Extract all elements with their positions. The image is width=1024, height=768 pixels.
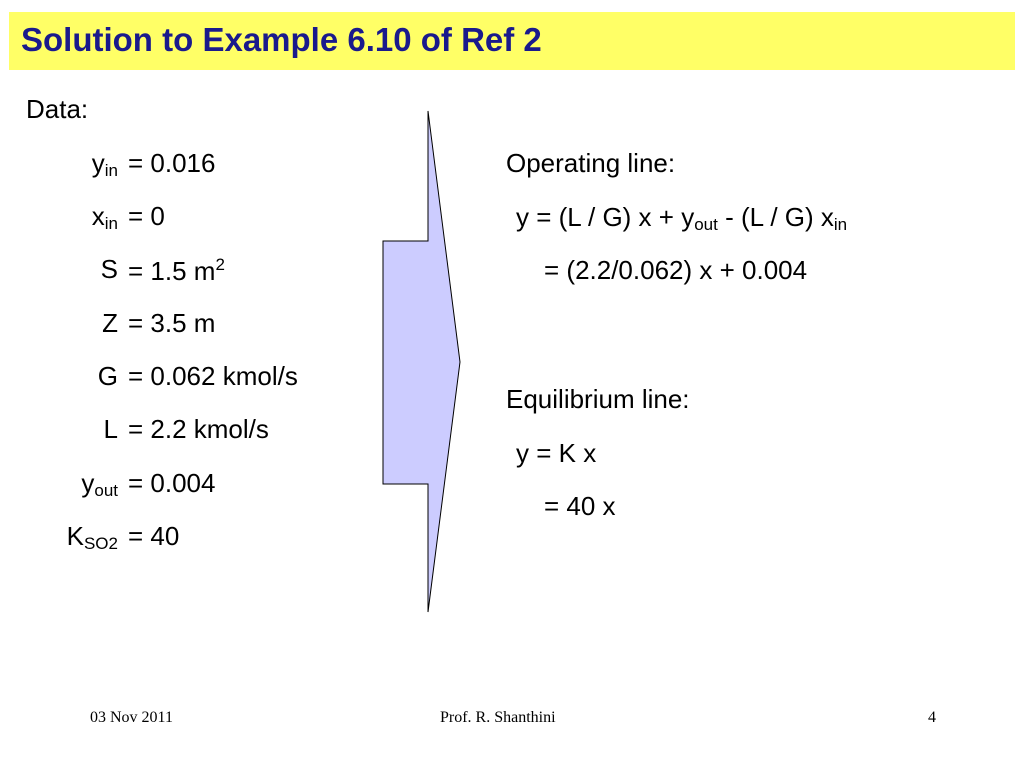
equilibrium-line-numeric: = 40 x bbox=[544, 491, 616, 521]
data-label-z: Z bbox=[102, 308, 118, 338]
data-value-s: = 1.5 m2 bbox=[128, 255, 225, 286]
data-heading: Data: bbox=[26, 94, 89, 124]
equilibrium-line-equation: y = K x bbox=[516, 438, 597, 468]
operating-line-heading: Operating line: bbox=[506, 148, 676, 178]
data-value-kso2: = 40 bbox=[128, 521, 180, 551]
data-value-l: = 2.2 kmol/s bbox=[128, 414, 269, 444]
data-value-g: = 0.062 kmol/s bbox=[128, 361, 298, 391]
data-label-s: S bbox=[100, 254, 118, 284]
equilibrium-line-heading: Equilibrium line: bbox=[506, 384, 690, 414]
title-bar: Solution to Example 6.10 of Ref 2 bbox=[9, 12, 1015, 70]
data-value-z: = 3.5 m bbox=[128, 308, 216, 338]
footer-date: 03 Nov 2011 bbox=[90, 709, 173, 726]
operating-line-equation: y = (L / G) x + yout - (L / G) xin bbox=[516, 202, 848, 234]
data-label-kso2: KSO2 bbox=[66, 521, 118, 553]
slide-title: Solution to Example 6.10 of Ref 2 bbox=[21, 21, 542, 58]
data-label-xin: xin bbox=[91, 201, 118, 233]
data-label-yin: yin bbox=[91, 148, 118, 180]
operating-line-numeric: = (2.2/0.062) x + 0.004 bbox=[544, 255, 808, 285]
data-value-xin: = 0 bbox=[128, 201, 165, 231]
data-label-l: L bbox=[103, 414, 118, 444]
data-label-g: G bbox=[97, 361, 118, 391]
data-value-yin: = 0.016 bbox=[128, 148, 216, 178]
footer-author: Prof. R. Shanthini bbox=[440, 709, 556, 726]
page-number: 4 bbox=[928, 709, 936, 726]
data-value-yout: = 0.004 bbox=[128, 468, 216, 498]
data-label-yout: yout bbox=[81, 468, 118, 500]
